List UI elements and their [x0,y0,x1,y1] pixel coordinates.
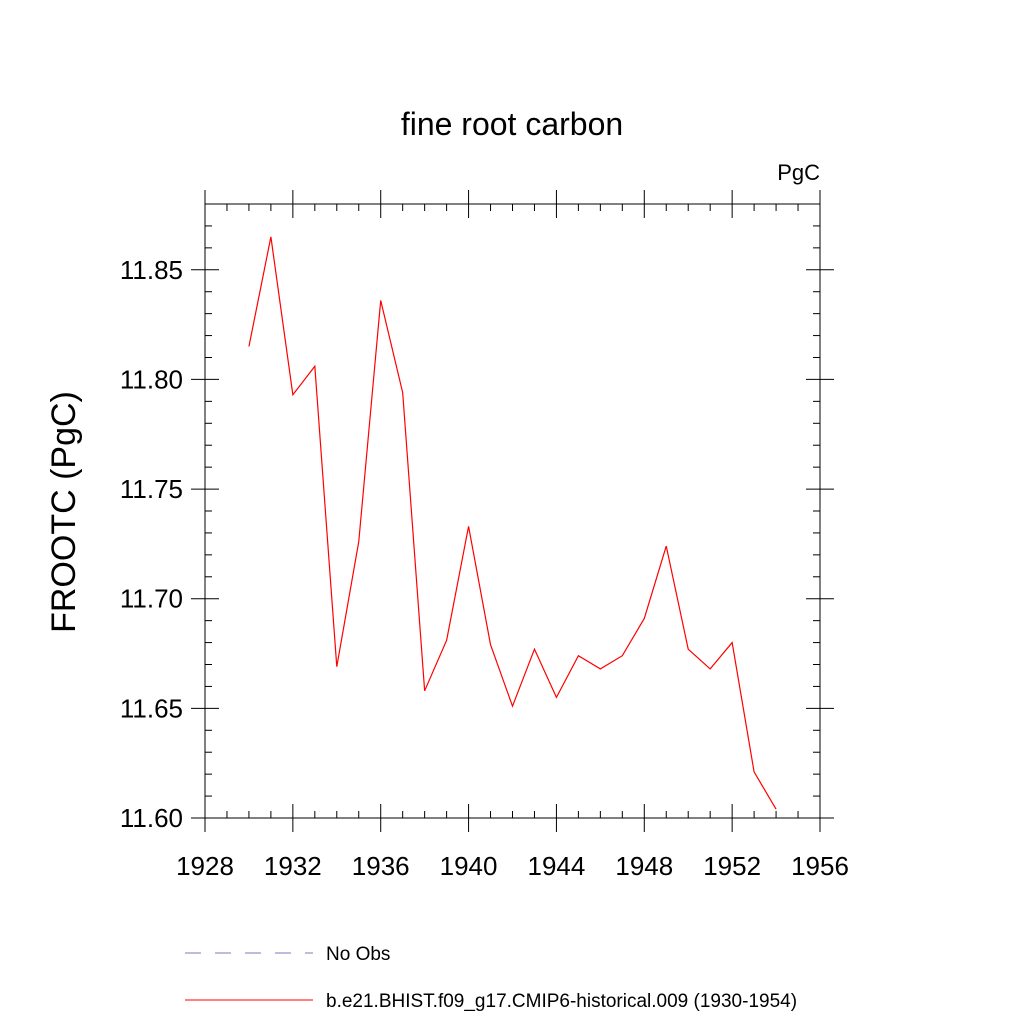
x-tick-label: 1936 [352,851,410,881]
x-tick-label: 1928 [176,851,234,881]
y-axis-label: FROOTC (PgC) [45,391,83,633]
x-axis-ticks: 1928 1932 1936 1940 1944 1948 1952 1956 [176,190,849,881]
x-tick-label: 1932 [264,851,322,881]
x-tick-label: 1948 [615,851,673,881]
legend: No Obs b.e21.BHIST.f09_g17.CMIP6-historic… [185,944,797,1012]
y-axis-ticks: 11.60 11.65 11.70 11.75 11.80 11.85 [120,255,834,833]
y-tick-label: 11.70 [120,584,183,614]
legend-label: No Obs [326,944,390,965]
units-label: PgC [777,160,820,185]
x-tick-label: 1940 [440,851,498,881]
y-tick-label: 11.80 [120,364,183,394]
legend-label: b.e21.BHIST.f09_g17.CMIP6-historical.009… [326,991,797,1012]
series-line [248,236,777,810]
plot-frame [204,203,821,819]
chart-title: fine root carbon [401,106,623,142]
y-tick-label: 11.65 [120,693,183,723]
x-tick-label: 1944 [528,851,586,881]
series-layer [248,236,777,810]
x-tick-label: 1956 [791,851,849,881]
x-tick-label: 1952 [703,851,761,881]
y-tick-label: 11.85 [120,255,183,285]
y-tick-label: 11.75 [120,474,183,504]
y-tick-label: 11.60 [120,803,183,833]
minor-ticks [205,203,820,818]
